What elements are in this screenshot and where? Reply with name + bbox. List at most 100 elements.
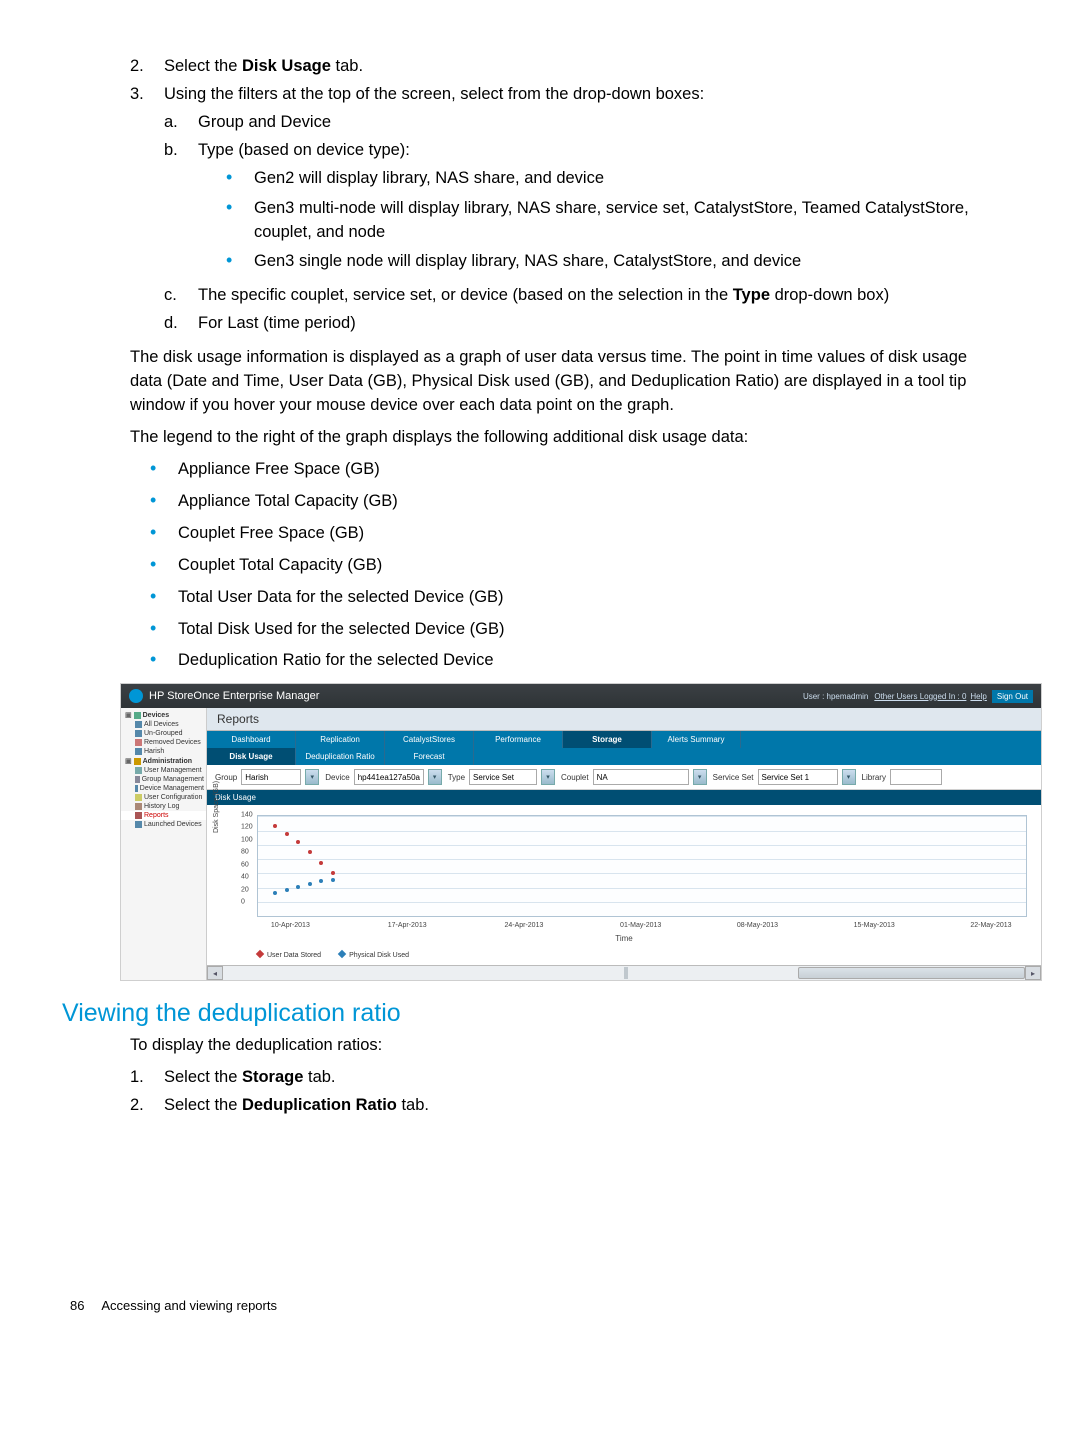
tab-alerts[interactable]: Alerts Summary bbox=[652, 731, 741, 748]
dropdown-icon[interactable]: ▾ bbox=[305, 769, 319, 785]
data-point-icon bbox=[285, 832, 289, 836]
step-text: Select the Disk Usage tab. bbox=[164, 55, 980, 79]
legend-swatch-icon bbox=[256, 950, 264, 958]
sidebar-item-user-cfg[interactable]: User Configuration bbox=[121, 793, 206, 802]
admin-icon bbox=[134, 758, 141, 765]
filter-row: Group Harish▾ Device hp441ea127a50a▾ Typ… bbox=[207, 765, 1041, 790]
data-point-icon bbox=[308, 850, 312, 854]
tab-dedup-ratio[interactable]: Deduplication Ratio bbox=[296, 748, 385, 765]
sign-out-button[interactable]: Sign Out bbox=[992, 690, 1033, 703]
group-icon bbox=[135, 776, 140, 783]
scroll-left-icon[interactable]: ◂ bbox=[207, 966, 223, 980]
devices-icon bbox=[134, 712, 141, 719]
chart-title: Disk Usage bbox=[207, 790, 1041, 805]
data-point-icon bbox=[308, 882, 312, 886]
scroll-tick-icon bbox=[624, 967, 628, 979]
other-users-link[interactable]: Other Users Logged In : 0 bbox=[874, 692, 966, 701]
section-heading: Viewing the deduplication ratio bbox=[62, 999, 980, 1028]
sidebar-item-devices[interactable]: ▣Devices bbox=[121, 710, 206, 720]
tab-forecast[interactable]: Forecast bbox=[385, 748, 474, 765]
main-panel: Reports Dashboard Replication CatalystSt… bbox=[207, 708, 1041, 980]
tabs-primary: Dashboard Replication CatalystStores Per… bbox=[207, 731, 1041, 748]
tab-performance[interactable]: Performance bbox=[474, 731, 563, 748]
page-footer: 86 Accessing and viewing reports bbox=[70, 1298, 980, 1313]
collapse-icon: ▣ bbox=[125, 757, 132, 765]
sidebar-item-harish[interactable]: Harish bbox=[121, 747, 206, 756]
chart-x-label: Time bbox=[615, 934, 632, 943]
device-icon bbox=[135, 748, 142, 755]
dropdown-icon[interactable]: ▾ bbox=[693, 769, 707, 785]
data-point-icon bbox=[319, 861, 323, 865]
horizontal-scrollbar[interactable]: ◂ ▸ bbox=[207, 965, 1041, 980]
filter-device-value[interactable]: hp441ea127a50a bbox=[354, 769, 424, 785]
paragraph: The disk usage information is displayed … bbox=[130, 346, 980, 418]
step-number: 2. bbox=[130, 55, 164, 79]
scroll-track[interactable] bbox=[223, 966, 1025, 980]
legend-bullets: •Appliance Free Space (GB) •Appliance To… bbox=[150, 458, 980, 673]
user-label: User : hpemadmin bbox=[803, 692, 868, 701]
step-number: 3. bbox=[130, 83, 164, 340]
scroll-thumb[interactable] bbox=[798, 967, 1025, 979]
app-screenshot: HP StoreOnce Enterprise Manager User : h… bbox=[120, 683, 1042, 981]
tab-storage[interactable]: Storage bbox=[563, 731, 652, 748]
data-point-icon bbox=[319, 879, 323, 883]
device-icon bbox=[135, 721, 142, 728]
sidebar-item-history[interactable]: History Log bbox=[121, 802, 206, 811]
dropdown-icon[interactable]: ▾ bbox=[842, 769, 856, 785]
sidebar-item-user-mgmt[interactable]: User Management bbox=[121, 766, 206, 775]
filter-label-device: Device bbox=[325, 773, 349, 782]
report-icon bbox=[135, 812, 142, 819]
tab-catalyststores[interactable]: CatalystStores bbox=[385, 731, 474, 748]
tab-replication[interactable]: Replication bbox=[296, 731, 385, 748]
filter-group-value[interactable]: Harish bbox=[241, 769, 301, 785]
dropdown-icon[interactable]: ▾ bbox=[428, 769, 442, 785]
tabs-secondary: Disk Usage Deduplication Ratio Forecast bbox=[207, 748, 1041, 765]
hp-logo-icon bbox=[129, 689, 143, 703]
bullet-icon: • bbox=[150, 649, 178, 673]
filter-library-value[interactable] bbox=[890, 769, 942, 785]
data-point-icon bbox=[296, 885, 300, 889]
chart-y-label: Disk Space (GB) bbox=[213, 781, 220, 833]
tab-disk-usage[interactable]: Disk Usage bbox=[207, 748, 296, 765]
sidebar-item-reports[interactable]: Reports bbox=[121, 811, 206, 820]
filter-type-value[interactable]: Service Set bbox=[469, 769, 537, 785]
help-link[interactable]: Help bbox=[970, 692, 986, 701]
chart-plot bbox=[257, 815, 1027, 917]
config-icon bbox=[135, 794, 142, 801]
chart-area: Disk Space (GB) bbox=[207, 805, 1041, 949]
bullet-icon: • bbox=[150, 554, 178, 578]
bullet-icon: • bbox=[150, 618, 178, 642]
data-point-icon bbox=[331, 878, 335, 882]
filter-serviceset-value[interactable]: Service Set 1 bbox=[758, 769, 838, 785]
tab-dashboard[interactable]: Dashboard bbox=[207, 731, 296, 748]
legend-swatch-icon bbox=[338, 950, 346, 958]
filter-label-type: Type bbox=[448, 773, 465, 782]
steps-list: 2. Select the Disk Usage tab. 3. Using t… bbox=[130, 55, 980, 340]
sidebar-item-group-mgmt[interactable]: Group Management bbox=[121, 775, 206, 784]
sidebar-item-ungrouped[interactable]: Un-Grouped bbox=[121, 729, 206, 738]
device-icon bbox=[135, 785, 138, 792]
app-title: HP StoreOnce Enterprise Manager bbox=[149, 690, 319, 702]
page-number: 86 bbox=[70, 1298, 84, 1313]
sidebar-item-all-devices[interactable]: All Devices bbox=[121, 720, 206, 729]
sidebar: ▣Devices All Devices Un-Grouped Removed … bbox=[121, 708, 207, 980]
chart-legend: User Data Stored Physical Disk Used bbox=[207, 949, 1041, 965]
filter-couplet-value[interactable]: NA bbox=[593, 769, 689, 785]
dropdown-icon[interactable]: ▾ bbox=[541, 769, 555, 785]
bullet-icon: • bbox=[150, 458, 178, 482]
sidebar-item-launched[interactable]: Launched Devices bbox=[121, 820, 206, 829]
scroll-right-icon[interactable]: ▸ bbox=[1025, 966, 1041, 980]
filter-label-couplet: Couplet bbox=[561, 773, 589, 782]
sidebar-item-administration[interactable]: ▣Administration bbox=[121, 756, 206, 766]
bullet-icon: • bbox=[226, 167, 254, 191]
data-point-icon bbox=[296, 840, 300, 844]
dedup-steps: 1. Select the Storage tab. 2. Select the… bbox=[130, 1066, 980, 1118]
paragraph: To display the deduplication ratios: bbox=[130, 1034, 980, 1058]
device-icon bbox=[135, 739, 142, 746]
step-text: Using the filters at the top of the scre… bbox=[164, 85, 704, 103]
sidebar-item-removed[interactable]: Removed Devices bbox=[121, 738, 206, 747]
log-icon bbox=[135, 803, 142, 810]
sidebar-item-device-mgmt[interactable]: Device Management bbox=[121, 784, 206, 793]
bullet-icon: • bbox=[226, 250, 254, 274]
footer-text: Accessing and viewing reports bbox=[101, 1298, 277, 1313]
